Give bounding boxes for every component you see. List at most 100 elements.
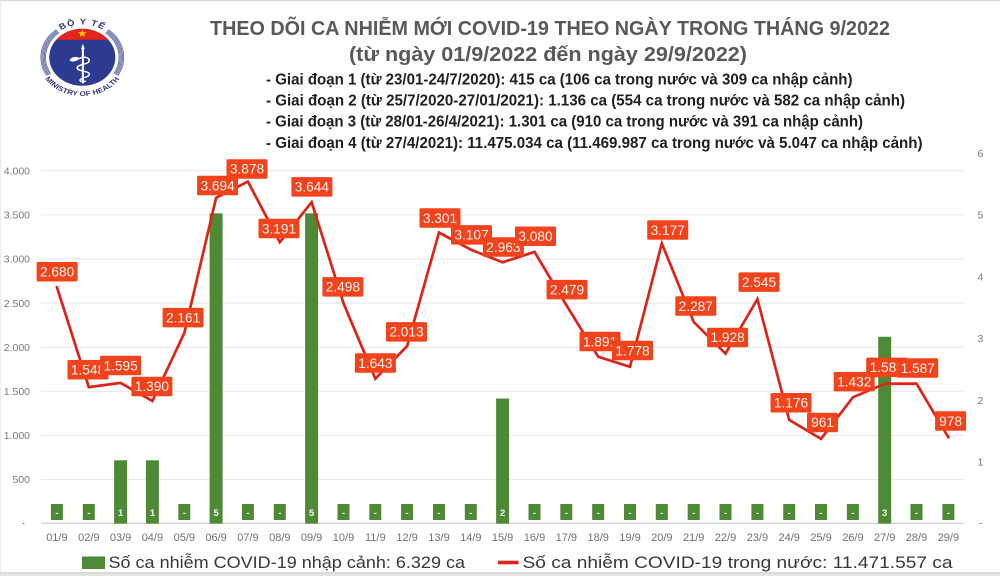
svg-text:1.891: 1.891 [583,334,617,349]
svg-text:08/9: 08/9 [269,532,290,544]
svg-text:1: 1 [978,457,984,469]
svg-text:(từ ngày 01/9/2022 đến ngày 29: (từ ngày 01/9/2022 đến ngày 29/9/2022) [349,44,747,66]
svg-text:-: - [628,508,631,519]
svg-text:-: - [660,508,663,519]
svg-text:3.878: 3.878 [230,162,265,177]
svg-text:2.680: 2.680 [40,265,75,280]
svg-text:-: - [246,508,249,519]
svg-text:1.000: 1.000 [4,430,30,442]
svg-text:23/9: 23/9 [747,532,768,544]
svg-text:16/9: 16/9 [524,532,545,544]
svg-text:2.963: 2.963 [486,240,521,255]
svg-text:05/9: 05/9 [174,532,195,544]
svg-text:-: - [597,508,600,519]
svg-text:22/9: 22/9 [715,532,736,544]
svg-text:-: - [756,508,759,519]
svg-text:2.287: 2.287 [679,299,713,314]
svg-text:09/9: 09/9 [301,532,322,544]
svg-text:Số ca nhiễm COVID-19 nhập cảnh: Số ca nhiễm COVID-19 nhập cảnh: 6.329 ca [109,553,466,572]
svg-text:29/9: 29/9 [938,532,959,544]
svg-text:3: 3 [882,508,887,519]
svg-text:3.191: 3.191 [262,221,296,236]
svg-text:-: - [565,508,568,519]
svg-text:Số ca nhiễm COVID-19 trong nướ: Số ca nhiễm COVID-19 trong nước: 11.471.… [523,553,954,572]
svg-text:961: 961 [811,415,834,430]
svg-text:4: 4 [978,271,984,283]
svg-text:19/9: 19/9 [619,532,640,544]
svg-text:12/9: 12/9 [396,532,417,544]
svg-text:-: - [469,508,472,519]
svg-text:- Giai đoạn 2 (từ 25/7/2020-27: - Giai đoạn 2 (từ 25/7/2020-27/01/2021):… [266,92,905,109]
svg-text:-: - [437,508,440,519]
svg-text:-: - [342,508,345,519]
svg-text:- Giai đoạn 1 (từ 23/01-24/7/2: - Giai đoạn 1 (từ 23/01-24/7/2020): 415 … [266,71,853,88]
svg-text:1.928: 1.928 [710,330,745,345]
svg-text:978: 978 [939,414,962,429]
svg-text:07/9: 07/9 [237,532,258,544]
svg-text:3.107: 3.107 [454,228,488,243]
svg-text:5: 5 [213,508,219,519]
svg-text:02/9: 02/9 [78,532,99,544]
svg-text:THEO DÕI CA NHIỄM MỚI COVID-19: THEO DÕI CA NHIỄM MỚI COVID-19 THEO NGÀY… [210,16,890,40]
svg-text:13/9: 13/9 [428,532,449,544]
svg-text:-: - [533,508,536,519]
svg-text:26/9: 26/9 [842,532,863,544]
svg-text:-: - [851,508,854,519]
svg-text:3.694: 3.694 [200,178,235,193]
svg-text:2.498: 2.498 [326,280,361,295]
svg-text:6: 6 [978,148,984,160]
svg-text:5: 5 [309,508,315,519]
svg-text:01/9: 01/9 [46,532,67,544]
svg-text:14/9: 14/9 [460,532,481,544]
svg-text:-: - [692,508,695,519]
svg-text:2.161: 2.161 [166,310,200,325]
svg-text:1.778: 1.778 [615,343,650,358]
svg-text:-: - [947,508,950,519]
svg-text:20/9: 20/9 [651,532,672,544]
svg-text:-: - [915,508,918,519]
svg-text:-: - [788,508,791,519]
svg-text:-: - [819,508,822,519]
svg-text:5: 5 [978,210,984,222]
svg-text:21/9: 21/9 [683,532,704,544]
svg-text:2: 2 [500,508,505,519]
svg-text:3.080: 3.080 [518,229,553,244]
svg-text:03/9: 03/9 [110,532,131,544]
svg-text:BỘ Y TẾ: BỘ Y TẾ [57,17,108,32]
svg-text:-: - [183,508,186,519]
svg-text:-: - [278,508,281,519]
svg-text:1.585: 1.585 [870,360,905,375]
svg-text:17/9: 17/9 [556,532,577,544]
svg-text:1.176: 1.176 [774,396,809,411]
svg-text:1.548: 1.548 [71,363,106,378]
svg-text:2.479: 2.479 [550,282,584,297]
svg-text:15/9: 15/9 [492,532,513,544]
svg-text:- Giai đoạn 3 (từ 28/01-26/4/2: - Giai đoạn 3 (từ 28/01-26/4/2021): 1.30… [266,113,863,130]
svg-text:1: 1 [150,508,156,519]
svg-text:-: - [374,508,377,519]
svg-text:4.000: 4.000 [4,166,30,178]
svg-text:-: - [22,518,26,530]
svg-text:1.500: 1.500 [4,386,30,398]
svg-text:-: - [55,508,58,519]
svg-text:2.013: 2.013 [389,325,424,340]
svg-text:3.301: 3.301 [423,211,457,226]
svg-text:25/9: 25/9 [810,532,831,544]
svg-text:3: 3 [978,333,984,345]
svg-text:1.587: 1.587 [901,361,935,376]
svg-text:3.644: 3.644 [295,180,330,195]
svg-text:500: 500 [12,474,30,486]
svg-text:1: 1 [118,508,124,519]
svg-text:18/9: 18/9 [587,532,608,544]
svg-text:2.500: 2.500 [4,298,30,310]
svg-text:1.390: 1.390 [135,379,170,394]
svg-text:3.000: 3.000 [4,254,30,266]
svg-text:1.432: 1.432 [837,374,871,389]
svg-text:1.643: 1.643 [358,356,393,371]
svg-text:11/9: 11/9 [365,532,386,544]
svg-text:27/9: 27/9 [874,532,895,544]
svg-text:-: - [724,508,727,519]
svg-text:3.177: 3.177 [651,223,685,238]
svg-text:1.595: 1.595 [103,358,138,373]
svg-text:2: 2 [978,395,984,407]
